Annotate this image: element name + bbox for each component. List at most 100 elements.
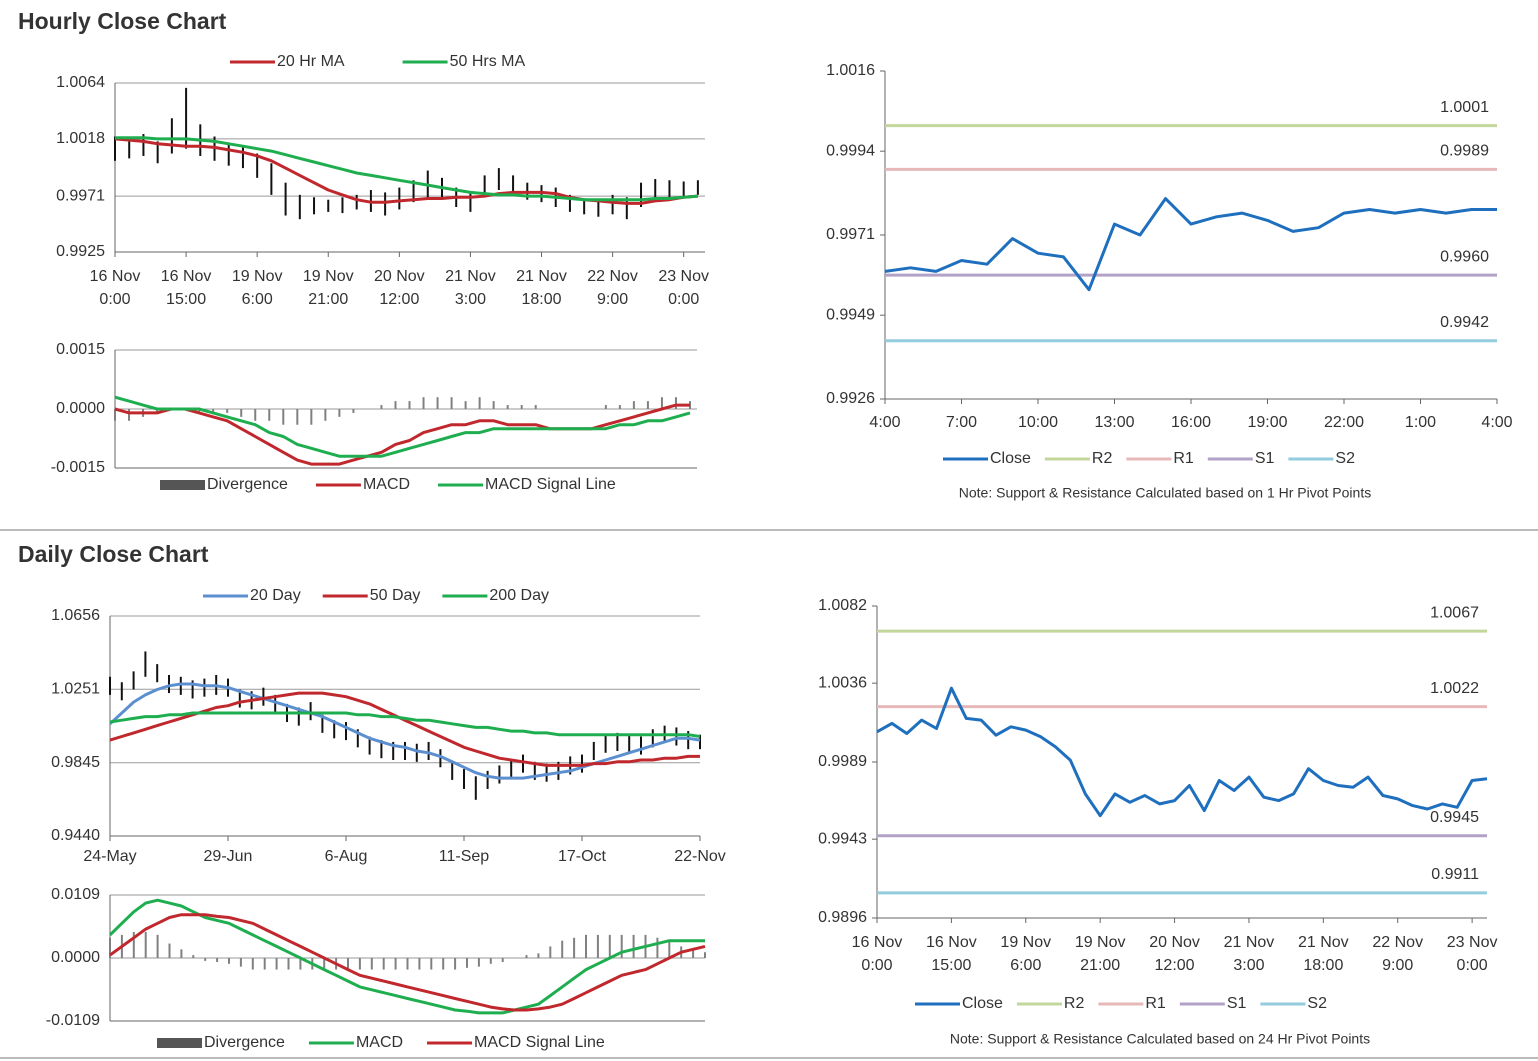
series-line [884, 197, 1497, 292]
pivot-level-label: 1.0067 [1430, 604, 1479, 621]
series-line [114, 395, 691, 458]
y-tick-label: -0.0109 [46, 1012, 100, 1029]
y-tick-label: 1.0251 [51, 680, 100, 697]
y-tick-label: 0.9440 [51, 827, 100, 844]
legend-label: 50 Day [370, 587, 421, 604]
y-tick-label: 1.0064 [56, 74, 105, 91]
x-tick-label: 10:00 [1018, 414, 1058, 431]
pivot-level-label: 1.0001 [1440, 99, 1489, 116]
x-tick-label: 20 Nov 12:00 [1149, 934, 1200, 974]
legend-label: S2 [1307, 995, 1327, 1012]
pivot-level-label: 0.9942 [1440, 314, 1489, 331]
x-tick-label: 21 Nov 3:00 [1224, 934, 1275, 974]
y-tick-label: 0.0015 [56, 341, 105, 358]
legend-swatch [157, 1038, 202, 1048]
pivot-level-label: 0.9945 [1430, 809, 1479, 826]
x-tick-label: 13:00 [1094, 414, 1134, 431]
legend-label: MACD Signal Line [485, 476, 616, 493]
x-tick-label: 16 Nov 15:00 [161, 268, 212, 308]
x-tick-label: 4:00 [869, 414, 900, 431]
series-line [109, 691, 700, 767]
pivot-level-label: 0.9911 [1431, 866, 1479, 883]
y-tick-label: 0.9943 [818, 830, 867, 847]
x-tick-label: 6-Aug [325, 848, 368, 865]
pivot-level-label: 0.9960 [1440, 248, 1489, 265]
legend-label: R1 [1173, 450, 1194, 467]
x-tick-label: 16 Nov 15:00 [926, 934, 977, 974]
y-tick-label: 0.9971 [56, 187, 105, 204]
series-line [109, 913, 706, 1012]
x-tick-label: 17-Oct [558, 848, 607, 865]
x-tick-label: 22 Nov 9:00 [1372, 934, 1423, 974]
x-tick-label: 4:00 [1481, 414, 1512, 431]
legend-label: S2 [1335, 450, 1355, 467]
x-tick-label: 21 Nov 3:00 [445, 268, 496, 308]
legend-label: 20 Hr MA [277, 53, 345, 70]
x-tick-label: 22:00 [1324, 414, 1364, 431]
chart-note: Note: Support & Resistance Calculated ba… [959, 485, 1371, 501]
y-tick-label: 0.9845 [51, 754, 100, 771]
legend-label: 20 Day [250, 587, 301, 604]
y-tick-label: 1.0016 [826, 62, 875, 79]
section-heading: Daily Close Chart [18, 541, 209, 567]
x-tick-label: 19 Nov 6:00 [232, 268, 283, 308]
x-tick-label: 21 Nov 18:00 [516, 268, 567, 308]
x-tick-label: 24-May [83, 848, 136, 865]
x-tick-label: 23 Nov 0:00 [658, 268, 709, 308]
legend-label: Divergence [207, 476, 288, 493]
y-tick-label: 1.0656 [51, 607, 100, 624]
x-tick-label: 19 Nov 6:00 [1000, 934, 1051, 974]
x-tick-label: 19 Nov 21:00 [1075, 934, 1126, 974]
x-tick-label: 19 Nov 21:00 [303, 268, 354, 308]
pivot-level-label: 1.0022 [1430, 680, 1479, 697]
legend-label: R2 [1092, 450, 1113, 467]
y-tick-label: 0.9925 [56, 243, 105, 260]
series-line [876, 686, 1488, 818]
x-tick-label: 23 Nov 0:00 [1447, 934, 1498, 974]
section-heading: Hourly Close Chart [18, 8, 227, 34]
legend-label: Close [962, 995, 1003, 1012]
legend-label: S1 [1255, 450, 1275, 467]
legend-swatch [160, 480, 205, 490]
series-line [108, 898, 705, 1015]
y-tick-label: 0.9949 [826, 306, 875, 323]
x-tick-label: 21 Nov 18:00 [1298, 934, 1349, 974]
y-tick-label: 0.9971 [826, 226, 875, 243]
x-tick-label: 20 Nov 12:00 [374, 268, 425, 308]
legend-label: S1 [1227, 995, 1247, 1012]
pivot-level-label: 0.9989 [1440, 143, 1489, 160]
y-tick-label: 0.9994 [826, 142, 875, 159]
legend-label: 200 Day [489, 587, 549, 604]
x-tick-label: 7:00 [946, 414, 977, 431]
y-tick-label: -0.0015 [51, 459, 105, 476]
legend-label: MACD Signal Line [474, 1034, 605, 1051]
y-tick-label: 0.9989 [818, 753, 867, 770]
legend-label: MACD [363, 476, 410, 493]
legend-label: 50 Hrs MA [450, 53, 526, 70]
y-tick-label: 1.0036 [818, 674, 867, 691]
y-tick-label: 1.0018 [56, 130, 105, 147]
x-tick-label: 22 Nov 9:00 [587, 268, 638, 308]
x-tick-label: 19:00 [1247, 414, 1287, 431]
chart-note: Note: Support & Resistance Calculated ba… [950, 1031, 1370, 1047]
legend-label: Divergence [204, 1034, 285, 1051]
x-tick-label: 1:00 [1405, 414, 1436, 431]
y-tick-label: 1.0082 [818, 597, 867, 614]
x-tick-label: 16 Nov 0:00 [90, 268, 141, 308]
series-line [115, 136, 699, 202]
x-tick-label: 11-Sep [439, 848, 490, 865]
x-tick-label: 29-Jun [204, 848, 253, 865]
x-tick-label: 16:00 [1171, 414, 1211, 431]
y-tick-label: 0.9926 [826, 390, 875, 407]
legend-label: R1 [1145, 995, 1166, 1012]
y-tick-label: 0.0000 [56, 400, 105, 417]
series-line [109, 711, 701, 738]
x-tick-label: 16 Nov 0:00 [852, 934, 903, 974]
y-tick-label: 0.0000 [51, 949, 100, 966]
y-tick-label: 0.9896 [818, 909, 867, 926]
y-tick-label: 0.0109 [51, 886, 100, 903]
legend-label: Close [990, 450, 1031, 467]
legend-label: R2 [1064, 995, 1085, 1012]
series-line [108, 682, 701, 780]
